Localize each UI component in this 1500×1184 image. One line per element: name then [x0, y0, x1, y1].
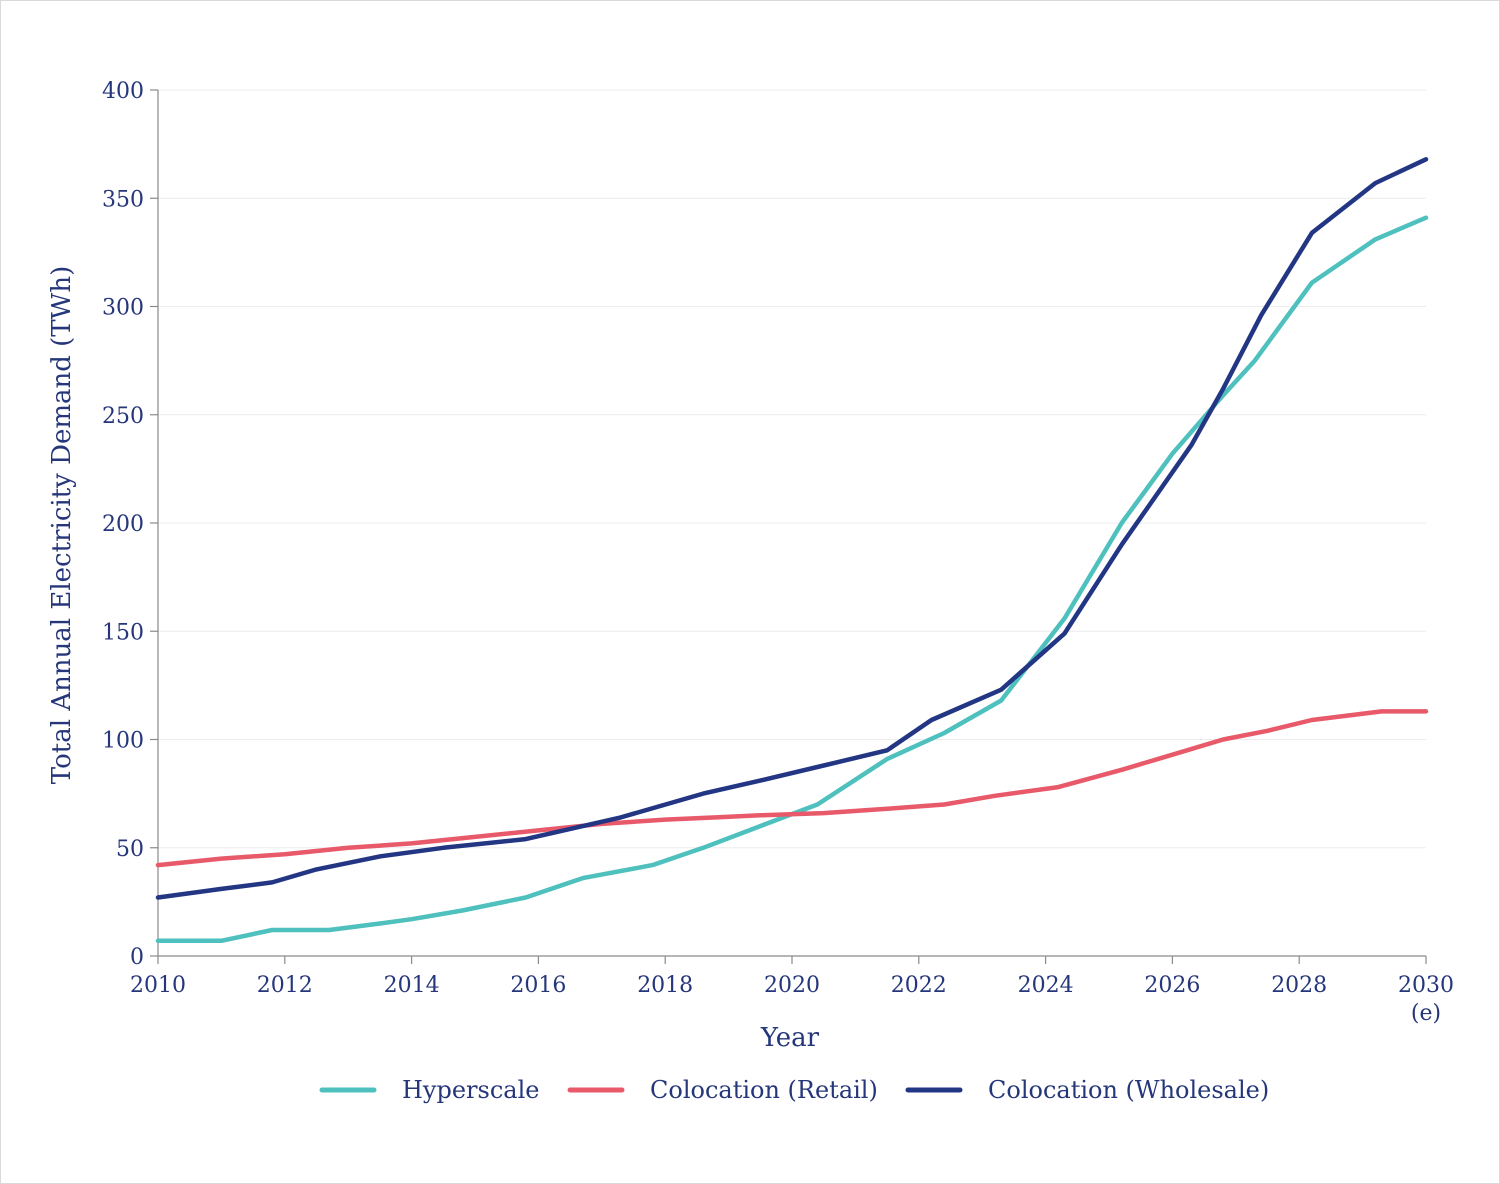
legend-label: Colocation (Wholesale)	[988, 1076, 1269, 1104]
x-tick-label: 2028	[1271, 973, 1327, 998]
y-tick-label: 400	[102, 79, 144, 104]
x-tick-label: 2018	[637, 973, 693, 998]
legend-label: Hyperscale	[402, 1076, 539, 1104]
series-line-colocation-retail	[155, 709, 1429, 868]
y-tick-label: 300	[102, 296, 144, 321]
legend: Hyperscale Colocation (Retail) Colocation …	[319, 1076, 1269, 1104]
x-tick-label: 2010	[130, 973, 186, 998]
series-lines	[155, 157, 1429, 944]
x-tick-label: 2012	[257, 973, 313, 998]
legend-label: Colocation (Retail)	[650, 1076, 878, 1104]
series-line-colocation-wholesale	[155, 157, 1429, 900]
y-tick-label: 200	[102, 512, 144, 537]
y-tick-label: 150	[102, 620, 144, 645]
x-tick-label: 2014	[384, 973, 440, 998]
y-tick-label: 250	[102, 404, 144, 429]
y-tick-label: 100	[102, 729, 144, 754]
y-axis-title: Total Annual Electricity Demand (TWh)	[47, 266, 77, 784]
gridlines	[158, 89, 1426, 849]
x-tick-label: 2016	[510, 973, 566, 998]
x-tick-sublabel: (e)	[1411, 1001, 1441, 1026]
y-tick-label: 350	[102, 187, 144, 212]
x-tick-label: 2030	[1398, 973, 1454, 998]
y-ticks: 0 50 100 150 200 250 300 350 400	[102, 79, 158, 970]
series-line-hyperscale	[155, 215, 1429, 944]
y-tick-label: 0	[130, 945, 144, 970]
x-tick-label: 2024	[1018, 973, 1074, 998]
x-ticks: 2010 2012 2014 2016 2018 2020 2022 2024 2026 2028…	[130, 956, 1454, 1026]
x-tick-label: 2026	[1144, 973, 1200, 998]
x-axis-title: Year	[760, 1023, 820, 1053]
x-tick-label: 2022	[891, 973, 947, 998]
x-tick-label: 2020	[764, 973, 820, 998]
y-tick-label: 50	[116, 837, 144, 862]
